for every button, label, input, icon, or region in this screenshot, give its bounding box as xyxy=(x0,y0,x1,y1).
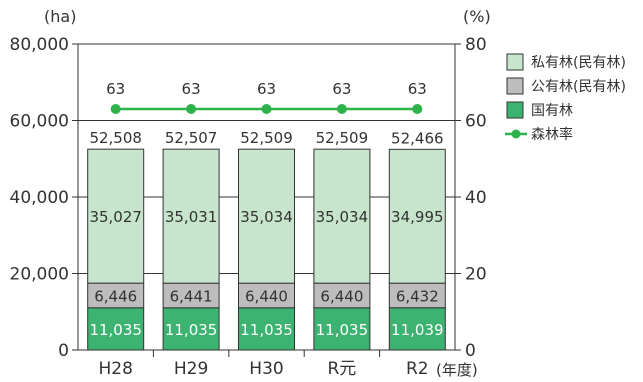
forest-ratio-label: 63 xyxy=(408,80,427,98)
x-tick-label: H28 xyxy=(98,359,132,379)
left-tick-label: 0 xyxy=(58,341,69,361)
x-axis-suffix: (年度) xyxy=(436,361,478,379)
forest-ratio-label: 63 xyxy=(106,80,125,98)
left-axis-unit: (ha) xyxy=(44,7,76,26)
bar-segment-label: 6,446 xyxy=(94,287,137,305)
right-tick-label: 20 xyxy=(465,265,487,285)
legend-label: 国有林 xyxy=(531,103,573,119)
forest-ratio-point xyxy=(412,104,423,115)
left-tick-label: 80,000 xyxy=(10,35,69,55)
forest-ratio-point xyxy=(336,104,347,115)
legend-swatch xyxy=(506,101,524,119)
left-tick-label: 60,000 xyxy=(10,112,69,132)
bar-segment xyxy=(87,307,145,351)
bar-segment-label: 35,031 xyxy=(165,208,218,226)
bar-segment xyxy=(388,148,446,284)
bar-total-label: 52,466 xyxy=(391,129,444,147)
bar-segment-label: 11,035 xyxy=(165,321,218,339)
legend-swatch xyxy=(506,77,524,95)
bar-total-label: 52,509 xyxy=(240,129,293,147)
legend-label: 私有林(民有林) xyxy=(531,55,626,71)
bar-total-label: 52,508 xyxy=(89,129,142,147)
bar-segment xyxy=(313,282,371,309)
bar-segment xyxy=(87,282,145,309)
bar-segment-label: 6,441 xyxy=(170,287,213,305)
bar-segment xyxy=(162,148,220,284)
legend-line-marker xyxy=(511,129,521,139)
bar-segment-label: 35,027 xyxy=(89,208,142,226)
bar-segment-label: 6,440 xyxy=(245,287,288,305)
forest-ratio-point xyxy=(110,104,121,115)
bar-segment xyxy=(162,282,220,309)
legend-swatch xyxy=(506,53,524,71)
bar-segment xyxy=(238,307,295,351)
bar-segment xyxy=(313,307,371,351)
left-tick-label: 40,000 xyxy=(10,188,69,208)
bar-segment-label: 6,432 xyxy=(396,287,439,305)
bar-total-label: 52,507 xyxy=(165,129,218,147)
right-tick-label: 0 xyxy=(465,341,476,361)
bar-segment-label: 35,034 xyxy=(316,208,369,226)
bar-segment xyxy=(238,282,295,309)
bar-segment-label: 11,035 xyxy=(316,321,369,339)
right-tick-label: 40 xyxy=(465,188,487,208)
right-tick-label: 80 xyxy=(465,35,487,55)
bar-total-label: 52,509 xyxy=(316,129,369,147)
bar-segment-label: 11,035 xyxy=(89,321,142,339)
bar-segment-label: 6,440 xyxy=(320,287,363,305)
bar-segment xyxy=(162,307,220,351)
bar-segment-label: 11,035 xyxy=(240,321,293,339)
forest-ratio-point xyxy=(186,104,197,115)
x-tick-label: R2 xyxy=(406,359,429,379)
forest-ratio-label: 63 xyxy=(182,80,201,98)
bar-segment-label: 34,995 xyxy=(391,208,444,226)
bar-segment xyxy=(388,307,446,351)
legend-label: 公有林(民有林) xyxy=(531,79,626,95)
right-tick-label: 60 xyxy=(465,112,487,132)
forest-ratio-label: 63 xyxy=(332,80,351,98)
bar-segment xyxy=(87,148,145,284)
x-tick-label: H29 xyxy=(174,359,208,379)
bar-segment-label: 35,034 xyxy=(240,208,293,226)
bar-segment-label: 11,039 xyxy=(391,321,444,339)
bar-segment xyxy=(313,148,371,284)
bar-segment xyxy=(388,282,446,309)
right-axis-unit: (%) xyxy=(463,7,491,26)
bar-segment xyxy=(238,148,295,284)
forest-ratio-label: 63 xyxy=(257,80,276,98)
x-tick-label: H30 xyxy=(249,359,283,379)
left-tick-label: 20,000 xyxy=(10,265,69,285)
forest-ratio-point xyxy=(261,104,272,115)
legend-label: 森林率 xyxy=(531,126,573,143)
x-tick-label: R元 xyxy=(327,359,356,379)
